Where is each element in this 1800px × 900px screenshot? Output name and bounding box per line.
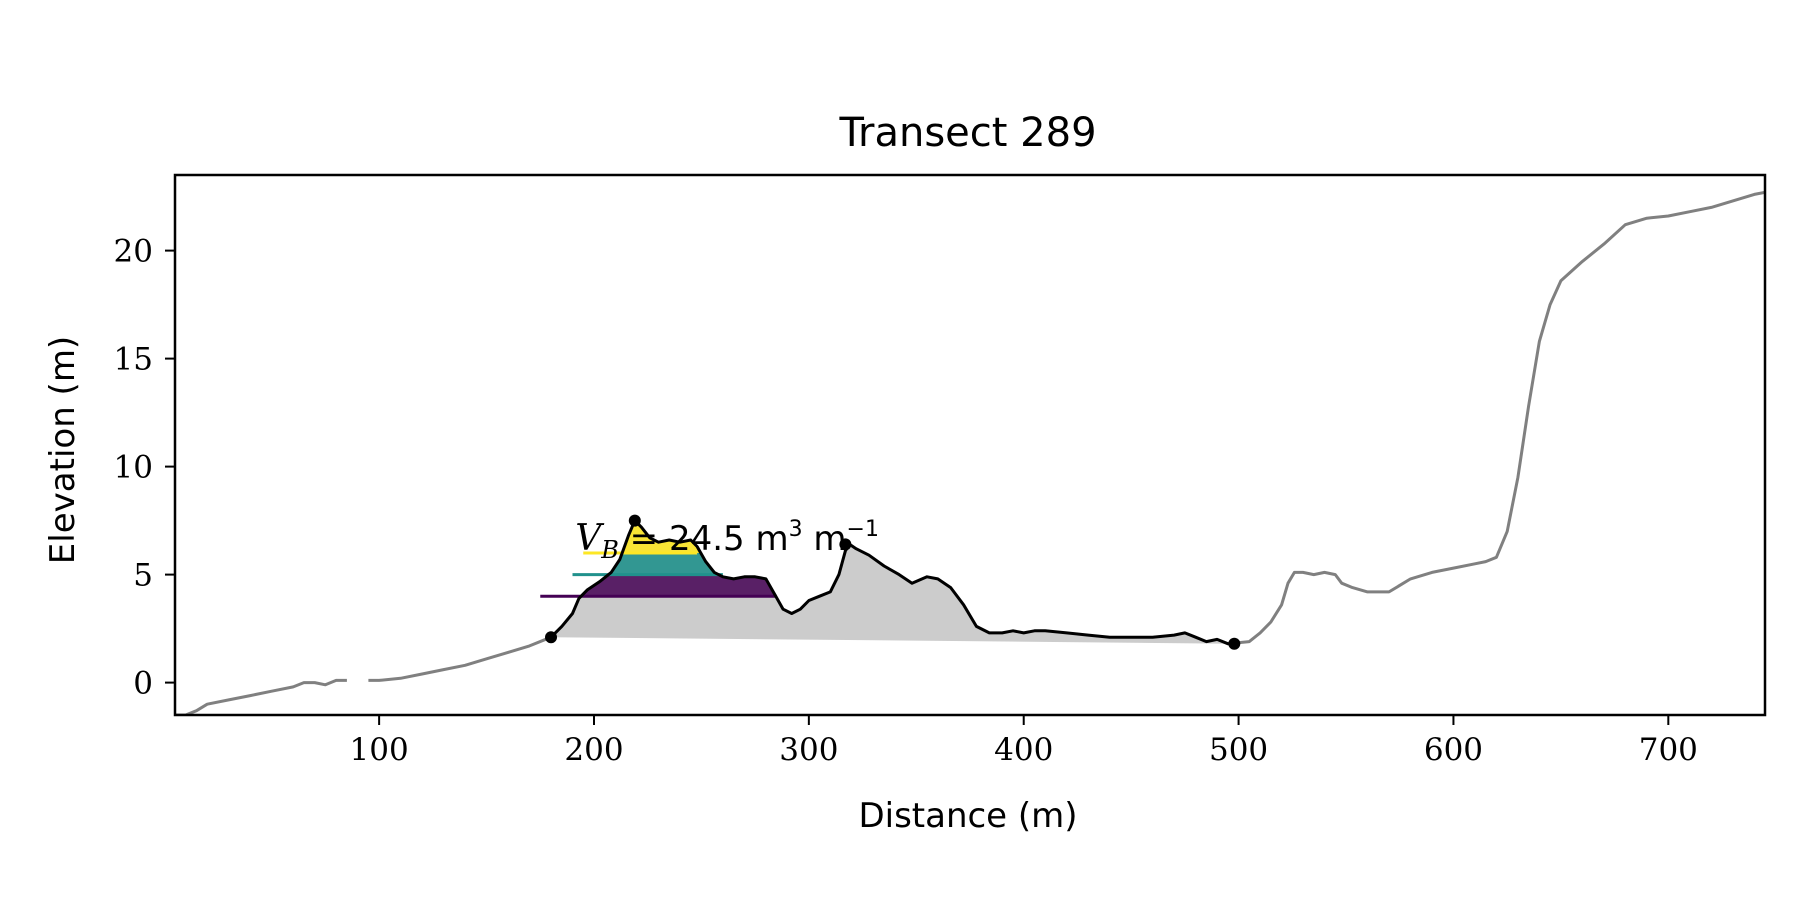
x-tick-label-400: 400 <box>994 732 1053 768</box>
annotation-part-4: 3 <box>789 517 803 542</box>
x-tick-label-300: 300 <box>779 732 838 768</box>
dune-point-marker-2 <box>628 514 641 527</box>
profile-line-segment-1 <box>175 678 347 715</box>
y-tick-label-20: 20 <box>114 234 153 270</box>
y-tick-label-0: 0 <box>133 666 153 702</box>
annotation-part-5: m <box>803 519 847 559</box>
profile-line-segment-2 <box>368 635 552 682</box>
dune-volume-fill <box>551 520 1235 644</box>
y-tick-label-15: 15 <box>114 342 153 378</box>
x-tick-label-100: 100 <box>350 732 409 768</box>
axes-frame <box>173 173 1767 717</box>
x-tick-label-200: 200 <box>564 732 623 768</box>
x-tick-label-700: 700 <box>1639 732 1698 768</box>
y-tick-label-5: 5 <box>133 558 153 594</box>
x-tick-label-600: 600 <box>1424 732 1483 768</box>
y-tick-label-10: 10 <box>114 450 153 486</box>
annotation-part-2: B <box>600 536 619 564</box>
annotation-part-3: = 24.5 m <box>619 519 789 559</box>
annotation-part-6: −1 <box>847 517 879 542</box>
plot-content <box>175 190 1765 715</box>
x-tick-label-500: 500 <box>1209 732 1268 768</box>
dune-point-marker-1 <box>545 631 558 644</box>
annotation-part-1: V <box>575 518 605 559</box>
level-band-2 <box>609 553 718 575</box>
chart-title: Transect 289 <box>838 110 1096 156</box>
y-axis-label: Elevation (m) <box>43 336 83 564</box>
volume-annotation: VB = 24.5 m3 m−1 <box>575 517 879 564</box>
plot-area: 100 200 300 400 500 600 700 0 5 10 15 20 <box>114 173 1767 768</box>
dune-profile-line <box>549 519 1235 646</box>
dune-point-marker-4 <box>1228 637 1241 650</box>
level-band-1 <box>582 574 776 597</box>
dune-point-marker-3 <box>839 538 852 551</box>
x-axis-label: Distance (m) <box>858 796 1077 836</box>
profile-line-segment-3 <box>1227 190 1765 646</box>
